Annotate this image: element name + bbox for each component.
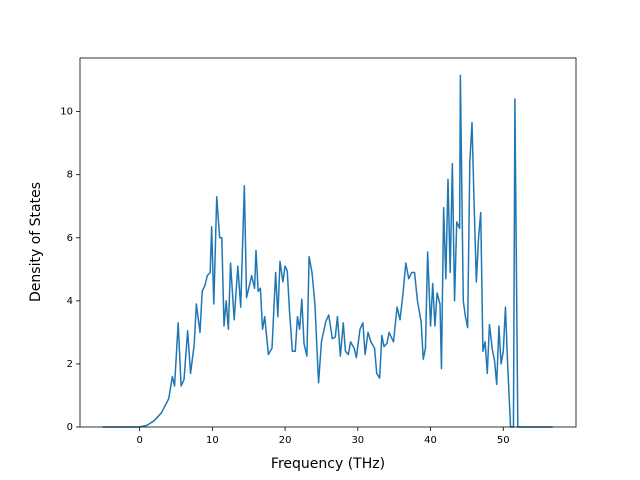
y-tick-label: 10 — [60, 107, 73, 118]
x-tick-label: 40 — [424, 435, 437, 446]
y-tick-label: 6 — [67, 233, 73, 244]
x-tick-label: 20 — [279, 435, 292, 446]
x-tick-label: 50 — [497, 435, 510, 446]
y-tick-label: 2 — [67, 359, 73, 370]
x-tick-label: 10 — [206, 435, 219, 446]
y-tick-label: 0 — [67, 422, 73, 433]
y-tick-label: 8 — [67, 170, 73, 181]
y-axis-label: Density of States — [28, 182, 44, 302]
y-tick-label: 4 — [67, 296, 73, 307]
plot-frame — [79, 57, 577, 428]
x-tick-label: 0 — [136, 435, 142, 446]
x-tick-label: 30 — [351, 435, 364, 446]
data-line — [102, 74, 553, 428]
x-axis-label: Frequency (THz) — [271, 456, 385, 472]
